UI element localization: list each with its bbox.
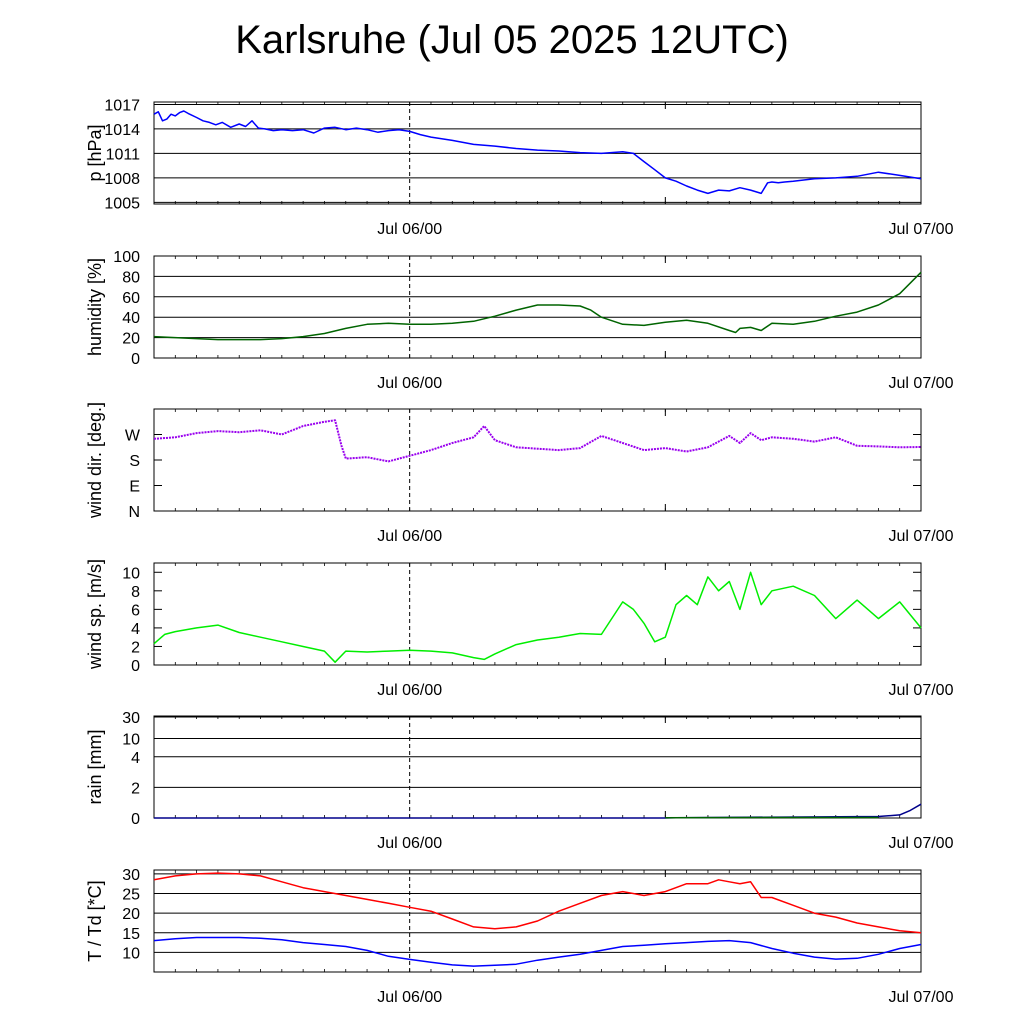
panel-humidity: 0 20 40 60 80 100 Jul 06/00 Jul 07/00 humidity […: [85, 249, 954, 392]
x-tick-label: Jul 06/00: [377, 835, 442, 852]
y-tick-label: 1011: [106, 146, 141, 163]
y-tick-label: 1005: [104, 195, 140, 212]
series-line-humidity-0: [153, 271, 922, 341]
y-tick-label: 60: [122, 290, 140, 307]
y-tick-label: 0: [131, 351, 140, 368]
y-tick-label: W: [125, 428, 141, 445]
y-tick-label: 80: [122, 269, 140, 286]
y-tick-label: 1014: [104, 122, 140, 139]
x-tick-label: Jul 06/00: [377, 375, 442, 392]
y-axis-label: p [hPa]: [85, 124, 105, 181]
y-axis-label: wind sp. [m/s]: [85, 559, 105, 670]
x-tick-label: Jul 06/00: [377, 528, 442, 545]
plot-frame: [153, 255, 922, 359]
x-tick-label: Jul 07/00: [889, 835, 954, 852]
x-tick-label: Jul 07/00: [889, 528, 954, 545]
y-tick-label: 10: [122, 945, 140, 962]
y-tick-label: S: [129, 453, 140, 470]
x-tick-label: Jul 07/00: [889, 682, 954, 699]
y-tick-label: 20: [122, 906, 140, 923]
y-tick-label: 8: [131, 584, 140, 601]
x-tick-label: Jul 06/00: [377, 682, 442, 699]
panel-temperature: 10 15 20 25 30 Jul 06/00 Jul 07/00 T / Td [*C]: [85, 867, 954, 1006]
x-tick-label: Jul 07/00: [889, 375, 954, 392]
y-tick-label: E: [129, 479, 140, 496]
y-tick-label: 0: [131, 811, 140, 828]
y-tick-label: 2: [131, 780, 140, 797]
y-tick-label: 2: [131, 639, 140, 656]
plot-frame: [153, 715, 922, 819]
y-tick-label: 10: [122, 565, 140, 582]
y-axis-label: T / Td [*C]: [85, 880, 105, 961]
y-tick-label: 100: [113, 249, 140, 266]
plot-frame: [153, 408, 922, 512]
y-tick-label: 0: [131, 658, 140, 675]
series-line-temperature-1: [153, 936, 922, 967]
x-tick-label: Jul 06/00: [377, 221, 442, 238]
x-tick-label: Jul 06/00: [377, 989, 442, 1006]
y-axis-label: wind dir. [deg.]: [85, 402, 105, 519]
y-axis-label: rain [mm]: [85, 729, 105, 804]
page-title: Karlsruhe (Jul 05 2025 12UTC): [235, 18, 789, 62]
y-tick-label: 25: [122, 887, 140, 904]
y-tick-label: N: [128, 504, 140, 521]
y-tick-label: 40: [122, 310, 140, 327]
y-tick-label: 20: [122, 331, 140, 348]
plot-frame: [153, 562, 922, 666]
y-tick-label: 30: [122, 710, 140, 727]
y-tick-label: 4: [131, 750, 140, 767]
y-tick-label: 10: [122, 731, 140, 748]
series-line-wind-speed-0: [153, 571, 922, 663]
y-tick-label: 4: [131, 621, 140, 638]
x-tick-label: Jul 07/00: [889, 989, 954, 1006]
series-line-rain-0: [154, 803, 922, 819]
x-tick-label: Jul 07/00: [889, 221, 954, 238]
panel-wind-speed: 0 24 68 10 Jul 06/00 Jul 07/00 wind sp. [m/s]: [85, 559, 954, 699]
series-line-temperature-0: [153, 872, 922, 934]
y-tick-label: 1017: [104, 97, 140, 114]
y-axis-label: humidity [%]: [85, 258, 105, 356]
y-tick-label: 30: [122, 867, 140, 884]
panel-rain: 0 2 4 10 30 Jul 06/00 Jul 07/00 rain [mm]: [85, 710, 954, 852]
series-line-wind-direction-0: [153, 419, 922, 463]
y-tick-label: 6: [131, 602, 140, 619]
y-tick-label: 15: [122, 926, 140, 943]
series-line-pressure-0: [153, 110, 922, 195]
panel-pressure: 1005 1008 1011 1014 1017 Jul 06/00 Jul 07/00 p …: [85, 97, 954, 238]
y-tick-label: 1008: [104, 171, 140, 188]
